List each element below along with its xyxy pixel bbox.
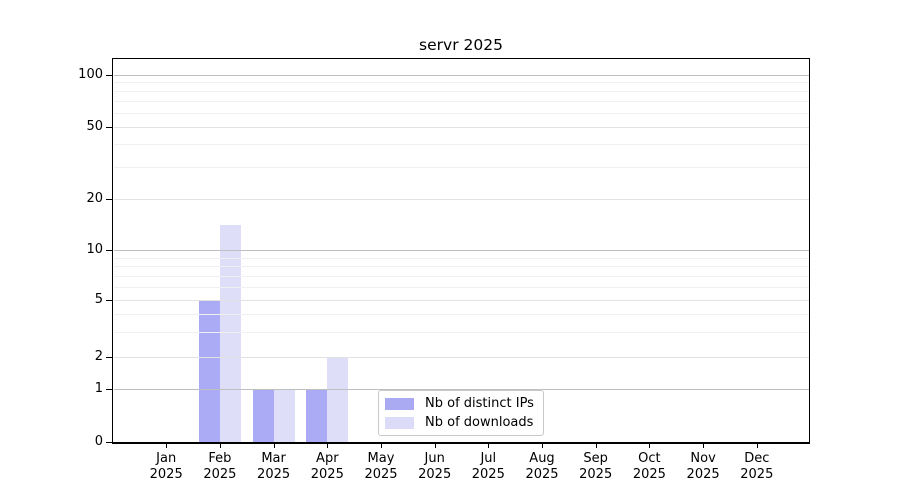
- x-tick-label-sep: Sep 2025: [564, 451, 628, 482]
- gridline-minor-90: [113, 82, 810, 84]
- bar-nb-of-downloads-mar: [273, 388, 295, 442]
- legend-label-distinct-ips: Nb of distinct IPs: [425, 396, 534, 411]
- legend-swatch-downloads: [385, 416, 414, 429]
- x-tick-label-feb: Feb 2025: [188, 451, 252, 482]
- legend-item-downloads: Nb of downloads: [385, 415, 535, 430]
- x-tick-month: Aug: [529, 451, 555, 466]
- x-tick-month: Dec: [744, 451, 770, 466]
- legend-swatch-distinct-ips: [385, 397, 414, 410]
- gridline-minor-60: [113, 112, 810, 114]
- x-tick-jun: [435, 444, 436, 448]
- x-tick-oct: [649, 444, 650, 448]
- gridline-major-50: [113, 126, 810, 128]
- gridline-minor-40: [113, 144, 810, 145]
- gridline-decade-100: [113, 74, 810, 76]
- bar-nb-of-downloads-feb: [219, 225, 241, 442]
- chart-title: servr 2025: [419, 36, 503, 54]
- gridline-minor-70: [113, 101, 810, 103]
- y-tick-label-0: 0: [94, 433, 103, 449]
- x-tick-label-mar: Mar 2025: [242, 451, 306, 482]
- x-tick-label-jul: Jul 2025: [456, 451, 520, 482]
- y-tick-50: [106, 127, 112, 128]
- x-tick-nov: [703, 444, 704, 448]
- x-tick-label-may: May 2025: [349, 451, 413, 482]
- x-tick-year: 2025: [579, 466, 613, 482]
- gridline-minor-8: [113, 266, 810, 268]
- gridline-minor-6: [113, 286, 810, 288]
- gridline-major-20: [113, 198, 810, 200]
- x-tick-month: Sep: [583, 451, 608, 466]
- gridline-major-2: [113, 356, 810, 358]
- y-tick-label-50: 50: [86, 118, 103, 134]
- y-tick-20: [106, 199, 112, 200]
- x-tick-month: Jan: [156, 451, 177, 466]
- legend-item-distinct-ips: Nb of distinct IPs: [385, 396, 535, 411]
- bar-nb-of-distinct-ips-apr: [306, 388, 328, 442]
- x-tick-year: 2025: [203, 466, 237, 482]
- bar-nb-of-distinct-ips-mar: [252, 388, 274, 442]
- gridline-minor-30: [113, 166, 810, 168]
- x-tick-month: Feb: [208, 451, 232, 466]
- gridline-major-5: [113, 300, 810, 301]
- x-tick-year: 2025: [686, 466, 720, 482]
- plot-area-frame: [112, 58, 810, 444]
- y-tick-label-2: 2: [94, 348, 103, 364]
- x-tick-label-jan: Jan 2025: [134, 451, 198, 482]
- x-tick-year: 2025: [471, 466, 505, 482]
- x-tick-year: 2025: [149, 466, 183, 482]
- gridline-decade-10: [113, 250, 810, 251]
- gridline-minor-7: [113, 275, 810, 277]
- x-tick-month: Mar: [261, 451, 286, 466]
- y-tick-2: [106, 357, 112, 358]
- y-tick-label-100: 100: [78, 66, 103, 82]
- x-tick-year: 2025: [525, 466, 559, 482]
- x-tick-year: 2025: [740, 466, 774, 482]
- x-tick-year: 2025: [632, 466, 666, 482]
- x-tick-jul: [488, 444, 489, 448]
- x-tick-label-apr: Apr 2025: [295, 451, 359, 482]
- x-tick-feb: [220, 444, 221, 448]
- x-tick-mar: [274, 444, 275, 448]
- x-tick-year: 2025: [310, 466, 344, 482]
- legend-label-downloads: Nb of downloads: [425, 415, 534, 430]
- y-tick-1: [106, 389, 112, 390]
- x-tick-label-aug: Aug 2025: [510, 451, 574, 482]
- x-tick-may: [381, 444, 382, 448]
- y-tick-0: [106, 442, 112, 443]
- x-tick-sep: [596, 444, 597, 448]
- gridline-minor-4: [113, 313, 810, 315]
- bar-nb-of-downloads-apr: [327, 356, 349, 442]
- x-tick-month: Nov: [690, 451, 716, 466]
- x-tick-jan: [166, 444, 167, 448]
- x-tick-month: Oct: [638, 451, 661, 466]
- gridline-minor-9: [113, 257, 810, 259]
- bar-nb-of-distinct-ips-feb: [198, 300, 220, 442]
- y-tick-label-5: 5: [94, 292, 103, 307]
- y-tick-label-10: 10: [86, 242, 103, 257]
- x-tick-year: 2025: [257, 466, 291, 482]
- x-tick-label-nov: Nov 2025: [671, 451, 735, 482]
- y-tick-10: [106, 250, 112, 251]
- x-tick-month: May: [367, 451, 395, 466]
- x-tick-label-jun: Jun 2025: [403, 451, 467, 482]
- x-tick-apr: [327, 444, 328, 448]
- y-tick-5: [106, 300, 112, 301]
- y-tick-label-20: 20: [86, 190, 103, 206]
- x-tick-year: 2025: [418, 466, 452, 482]
- x-tick-month: Jun: [424, 451, 445, 466]
- gridline-minor-3: [113, 331, 810, 333]
- x-tick-label-oct: Oct 2025: [617, 451, 681, 482]
- x-tick-month: Jul: [480, 451, 497, 466]
- x-tick-label-dec: Dec 2025: [725, 451, 789, 482]
- x-tick-year: 2025: [364, 466, 398, 482]
- x-tick-dec: [757, 444, 758, 448]
- legend: Nb of distinct IPs Nb of downloads: [378, 390, 544, 436]
- y-tick-label-1: 1: [94, 380, 103, 396]
- x-tick-aug: [542, 444, 543, 448]
- gridline-minor-80: [113, 91, 810, 93]
- x-tick-month: Apr: [316, 451, 339, 466]
- y-tick-100: [106, 75, 112, 76]
